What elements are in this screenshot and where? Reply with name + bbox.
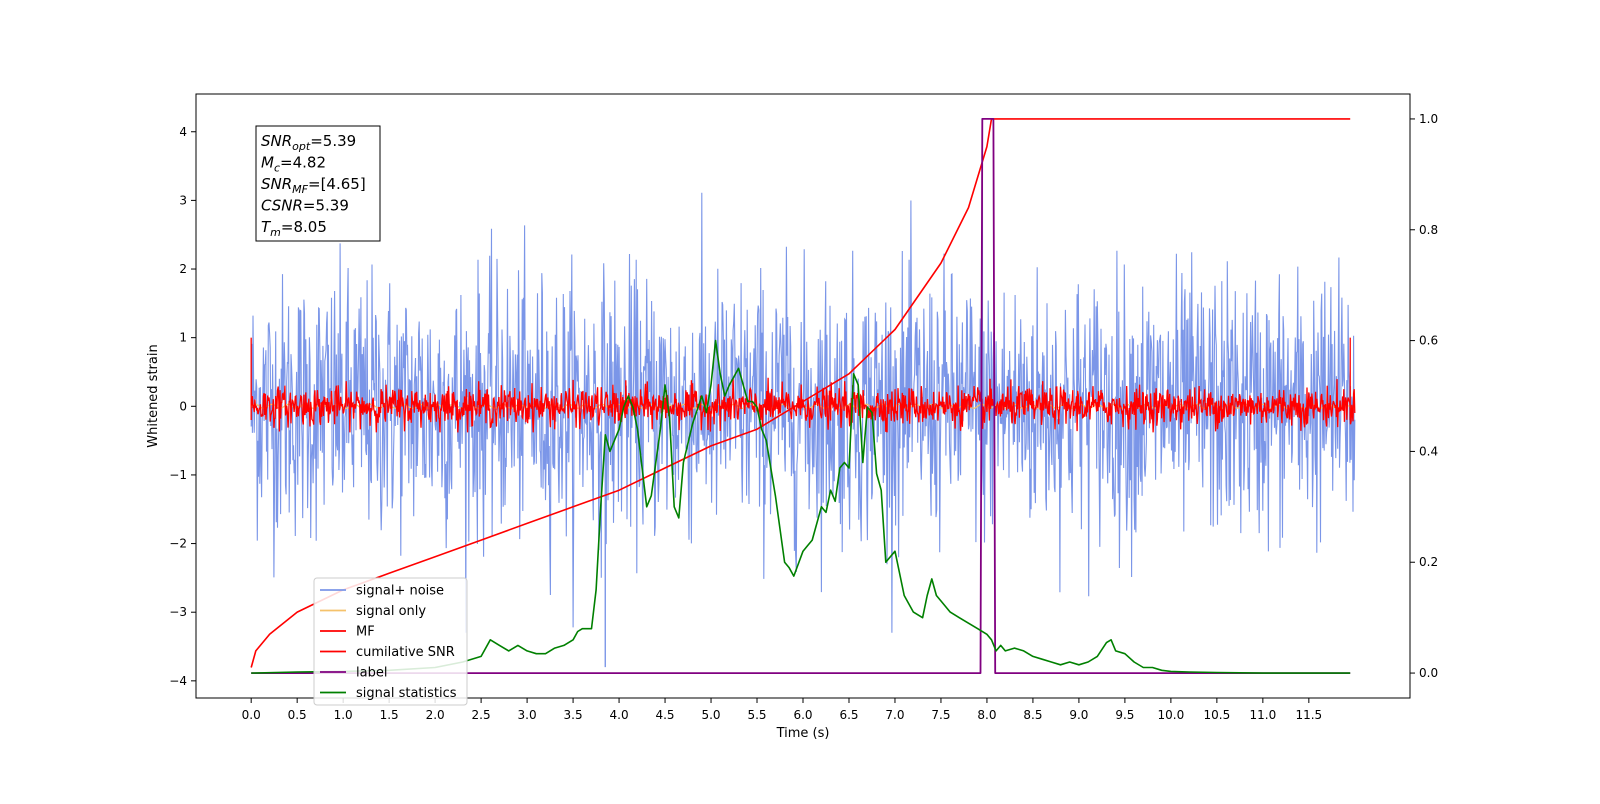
x-tick-label: 0.0 — [242, 708, 261, 722]
x-tick-label: 1.5 — [380, 708, 399, 722]
legend-label: cumilative SNR — [356, 645, 455, 660]
y2-tick-label: 0.0 — [1419, 666, 1438, 680]
annotation-line: Tm=8.05 — [261, 218, 327, 239]
x-tick-label: 10.0 — [1158, 708, 1185, 722]
legend: signal+ noise signal only MF cumilative SNR… — [313, 577, 468, 706]
x-tick-label: 7.0 — [885, 708, 904, 722]
series-label — [251, 118, 1351, 674]
annotation-line: SNRMF=[4.65] — [261, 175, 366, 196]
y-tick-label: 1 — [179, 331, 187, 345]
y-tick-label: 3 — [179, 193, 187, 207]
x-tick-label: 8.0 — [977, 708, 996, 722]
x-tick-label: 10.5 — [1204, 708, 1231, 722]
y2-tick-label: 0.8 — [1419, 223, 1438, 237]
x-tick-label: 2.5 — [472, 708, 491, 722]
y-tick-label: 4 — [179, 125, 187, 139]
annotation-line: CSNR=5.39 — [261, 197, 349, 215]
x-tick-label: 5.0 — [701, 708, 720, 722]
x-tick-label: 2.0 — [426, 708, 445, 722]
x-tick-label: 4.5 — [655, 708, 674, 722]
x-tick-label: 0.5 — [288, 708, 307, 722]
y2-tick-label: 1.0 — [1419, 112, 1438, 126]
y2-tick-label: 0.6 — [1419, 334, 1438, 348]
y2-tick-label: 0.2 — [1419, 555, 1438, 569]
legend-label: signal only — [356, 604, 426, 619]
y2-tick-label: 0.4 — [1419, 444, 1438, 458]
y-tick-label: −1 — [169, 468, 187, 482]
y-tick-label: 2 — [179, 262, 187, 276]
annotation-line: Mc=4.82 — [261, 154, 326, 175]
legend-label: label — [356, 666, 387, 681]
x-tick-label: 1.0 — [334, 708, 353, 722]
x-tick-label: 4.0 — [610, 708, 629, 722]
series-mf — [250, 377, 1356, 433]
annotation-frame — [255, 125, 381, 242]
y-axis-label: Whitened strain — [146, 344, 161, 447]
x-tick-label: 5.5 — [747, 708, 766, 722]
y-tick-label: −4 — [169, 674, 187, 688]
x-tick-label: 6.0 — [793, 708, 812, 722]
x-tick-label: 3.5 — [564, 708, 583, 722]
legend-label: signal statistics — [356, 686, 457, 701]
legend-frame — [313, 577, 468, 706]
x-tick-label: 7.5 — [931, 708, 950, 722]
y-tick-label: 0 — [179, 399, 187, 413]
y-tick-label: −3 — [169, 605, 187, 619]
x-tick-label: 3.0 — [518, 708, 537, 722]
y-axis-left: −4 −3 −2 −1 0 1 2 3 4 — [169, 125, 196, 688]
x-tick-label: 11.5 — [1295, 708, 1322, 722]
series-layer — [250, 118, 1356, 674]
legend-label: signal+ noise — [356, 584, 444, 599]
x-tick-label: 8.5 — [1023, 708, 1042, 722]
legend-label: MF — [356, 625, 375, 640]
x-tick-label: 9.5 — [1115, 708, 1134, 722]
x-axis-label: Time (s) — [776, 726, 830, 741]
series-signal-statistics — [251, 339, 1351, 674]
x-tick-label: 6.5 — [839, 708, 858, 722]
y-axis-right: 0.0 0.2 0.4 0.6 0.8 1.0 — [1410, 112, 1438, 680]
x-tick-label: 11.0 — [1249, 708, 1276, 722]
x-tick-label: 9.0 — [1069, 708, 1088, 722]
annotation-line: SNRopt=5.39 — [261, 132, 356, 153]
x-axis: 0.0 0.5 1.0 1.5 2.0 2.5 3.0 3.5 4.0 4.5 5.0 5.5 6.0 6… — [242, 698, 1322, 722]
y-tick-label: −2 — [169, 537, 187, 551]
